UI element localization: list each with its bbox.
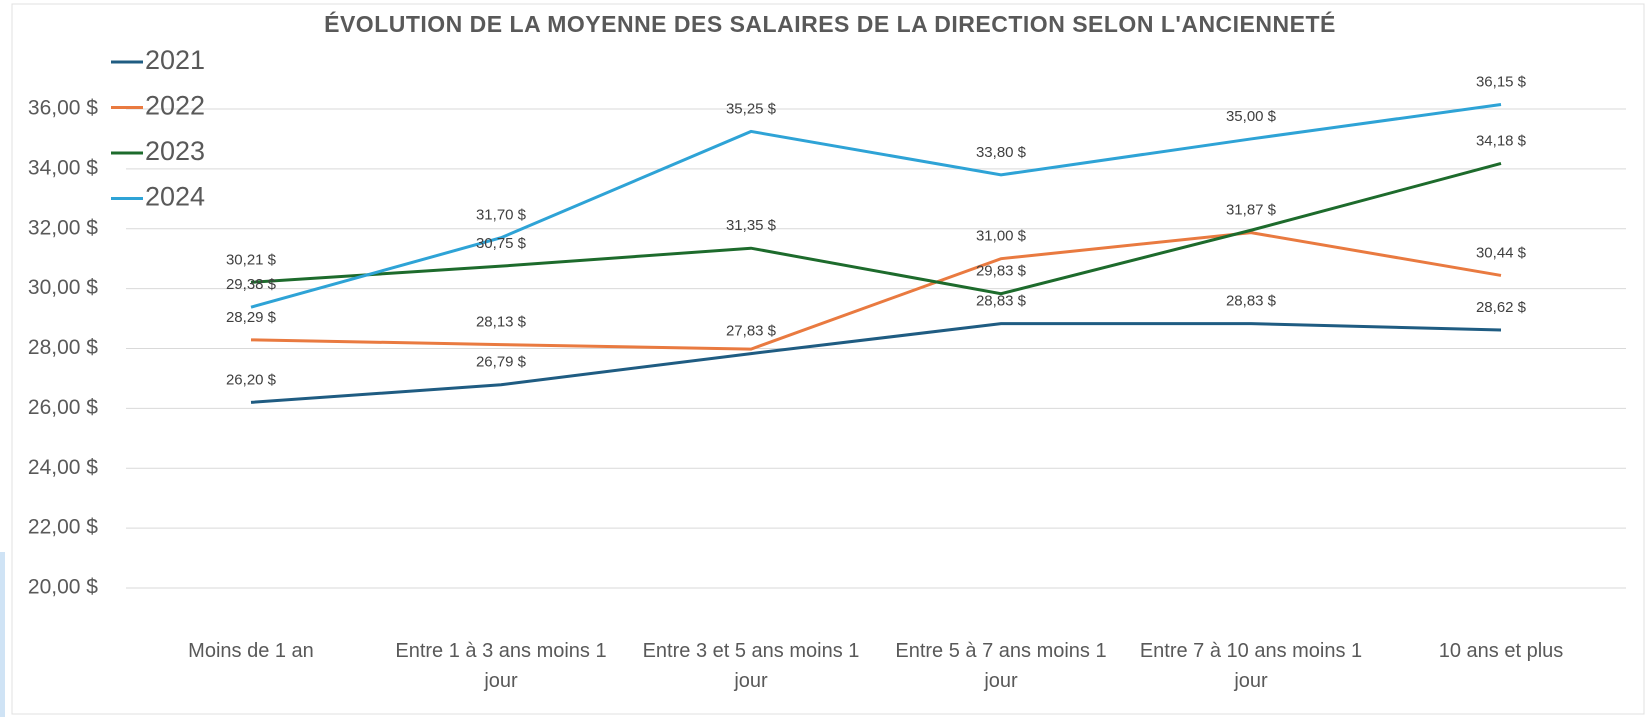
series-line: [250, 162, 1502, 296]
x-tick-label: Entre 3 et 5 ans moins 1 jour: [642, 640, 860, 692]
data-label: 27,83 $: [726, 323, 777, 340]
data-label: 31,00 $: [976, 228, 1027, 245]
y-tick-label: 26,00 $: [28, 396, 98, 419]
data-label: 35,00 $: [1226, 108, 1277, 125]
legend-label: 2024: [145, 182, 205, 212]
x-tick-label: Entre 1 à 3 ans moins 1 jour: [395, 640, 607, 692]
data-label: 28,83 $: [1226, 293, 1277, 310]
y-tick-label: 32,00 $: [28, 216, 98, 239]
series-line: [250, 322, 1502, 404]
side-tab: [0, 552, 5, 717]
y-tick-label: 36,00 $: [28, 97, 98, 120]
data-label: 28,29 $: [226, 309, 277, 326]
data-label: 28,13 $: [476, 314, 527, 331]
x-tick-label: Moins de 1 an: [188, 640, 314, 662]
y-tick-label: 28,00 $: [28, 336, 98, 359]
y-tick-label: 30,00 $: [28, 276, 98, 299]
data-label: 34,18 $: [1476, 132, 1527, 149]
y-tick-label: 34,00 $: [28, 156, 98, 179]
x-tick-label: Entre 7 à 10 ans moins 1 jour: [1139, 640, 1363, 692]
data-label: 31,35 $: [726, 217, 777, 234]
data-label: 30,44 $: [1476, 244, 1527, 261]
data-label: 31,70 $: [476, 207, 527, 224]
data-label: 28,62 $: [1476, 299, 1527, 316]
chart-frame: [11, 3, 1645, 715]
series-line: [250, 103, 1502, 309]
y-tick-label: 24,00 $: [28, 456, 98, 479]
x-tick-label: 10 ans et plus: [1438, 640, 1564, 662]
y-tick-label: 20,00 $: [28, 576, 98, 599]
legend-label: 2021: [145, 45, 205, 75]
data-label: 29,83 $: [976, 263, 1027, 280]
data-label: 31,87 $: [1226, 202, 1277, 219]
data-label: 36,15 $: [1476, 73, 1527, 90]
chart-title: ÉVOLUTION DE LA MOYENNE DES SALAIRES DE …: [324, 10, 1336, 37]
data-label: 30,21 $: [226, 251, 277, 268]
data-label: 30,75 $: [476, 235, 527, 252]
data-label: 26,20 $: [226, 371, 277, 388]
data-label: 26,79 $: [476, 354, 527, 371]
data-label: 28,83 $: [976, 293, 1027, 310]
data-label: 35,25 $: [726, 100, 777, 117]
legend-label: 2022: [145, 91, 205, 121]
data-label: 33,80 $: [976, 144, 1027, 161]
x-tick-label: Entre 5 à 7 ans moins 1 jour: [895, 640, 1107, 692]
data-label: 29,38 $: [226, 276, 277, 293]
series-line: [250, 231, 1502, 351]
legend-label: 2023: [145, 136, 205, 166]
y-tick-label: 22,00 $: [28, 516, 98, 539]
